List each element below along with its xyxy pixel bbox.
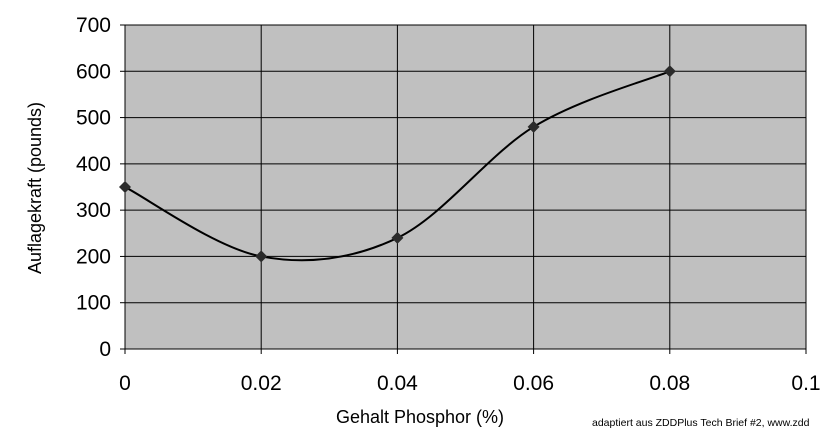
data-point-marker: [527, 120, 540, 133]
plot-area: [124, 24, 807, 350]
y-axis-title: Auflagekraft (pounds): [25, 102, 45, 274]
x-tick-label: 0.04: [377, 372, 418, 395]
data-point-marker: [663, 65, 676, 78]
y-tick-label: 600: [76, 60, 111, 83]
data-point-marker: [391, 231, 404, 244]
x-tick-label: 0.02: [241, 372, 282, 395]
y-tick-label: 200: [76, 245, 111, 268]
y-tick-label: 300: [76, 199, 111, 222]
x-axis-tick-labels: 0 0.02 0.04 0.06 0.08 0.1: [119, 372, 820, 395]
data-point-marker: [255, 250, 268, 263]
x-tick-label: 0.06: [513, 372, 554, 395]
y-axis-tick-labels: 0 100 200 300 400 500 600 700: [76, 14, 111, 361]
y-tick-label: 700: [76, 14, 111, 37]
y-tick-label: 500: [76, 107, 111, 130]
y-tick-label: 0: [99, 338, 111, 361]
data-point-marker: [119, 181, 131, 193]
x-tick-label: 0.08: [649, 372, 690, 395]
x-tick-label: 0: [119, 372, 131, 395]
source-annotation: adaptiert aus ZDDPlus Tech Brief #2, www…: [592, 417, 810, 428]
x-tick-label: 0.1: [791, 372, 820, 395]
y-tick-label: 100: [76, 292, 111, 315]
data-markers: [119, 65, 676, 263]
x-axis-title: Gehalt Phosphor (%): [336, 407, 504, 427]
y-tick-label: 400: [76, 153, 111, 176]
